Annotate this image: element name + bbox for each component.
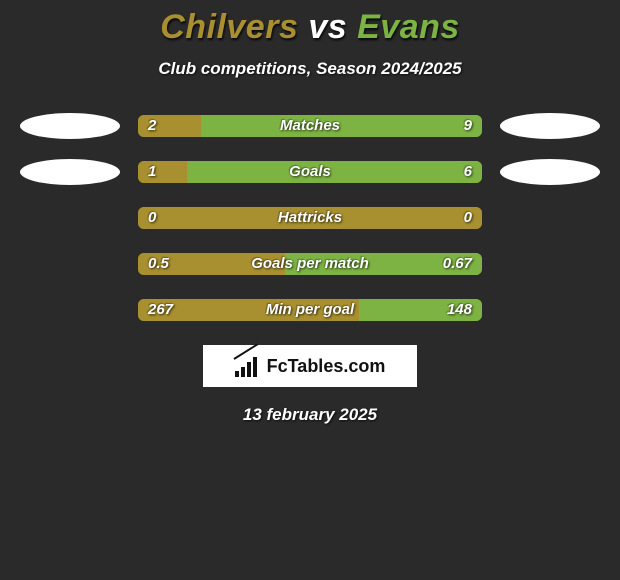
stat-label: Goals <box>289 161 331 183</box>
stat-value-right: 9 <box>454 115 482 137</box>
stat-label: Matches <box>280 115 340 137</box>
logo-box[interactable]: FcTables.com <box>203 345 417 387</box>
vs-label: vs <box>308 8 347 46</box>
page-title: Chilvers vs Evans <box>0 0 620 47</box>
player2-name: Evans <box>357 8 460 46</box>
player1-name: Chilvers <box>160 8 298 46</box>
spacer <box>20 251 120 277</box>
stat-row: 0 0 Hattricks <box>0 207 620 229</box>
subtitle: Club competitions, Season 2024/2025 <box>0 59 620 79</box>
spacer <box>20 205 120 231</box>
stat-value-left: 267 <box>138 299 183 321</box>
spacer <box>500 297 600 323</box>
stat-value-right: 6 <box>454 161 482 183</box>
stat-value-right: 0 <box>454 207 482 229</box>
bar-right <box>201 115 482 137</box>
spacer <box>500 205 600 231</box>
spacer <box>500 251 600 277</box>
spacer <box>20 297 120 323</box>
stat-row: 267 148 Min per goal <box>0 299 620 321</box>
stat-row: 0.5 0.67 Goals per match <box>0 253 620 275</box>
stat-label: Min per goal <box>266 299 354 321</box>
comparison-card: Chilvers vs Evans Club competitions, Sea… <box>0 0 620 580</box>
stat-value-left: 1 <box>138 161 166 183</box>
stat-bar: 2 9 Matches <box>138 115 482 137</box>
stat-bar: 0 0 Hattricks <box>138 207 482 229</box>
logo-text: FcTables.com <box>267 356 386 377</box>
stat-value-left: 0 <box>138 207 166 229</box>
stats-container: 2 9 Matches 1 6 Goals 0 0 Hattricks 0.5 0.67 Goals … <box>0 115 620 321</box>
team-marker-left <box>20 159 120 185</box>
stat-bar: 0.5 0.67 Goals per match <box>138 253 482 275</box>
stat-value-right: 148 <box>437 299 482 321</box>
stat-value-left: 2 <box>138 115 166 137</box>
team-marker-left <box>20 113 120 139</box>
stat-bar: 267 148 Min per goal <box>138 299 482 321</box>
stat-bar: 1 6 Goals <box>138 161 482 183</box>
stat-value-left: 0.5 <box>138 253 179 275</box>
team-marker-right <box>500 159 600 185</box>
stat-row: 2 9 Matches <box>0 115 620 137</box>
bar-right <box>187 161 482 183</box>
stat-label: Hattricks <box>278 207 342 229</box>
stat-value-right: 0.67 <box>433 253 482 275</box>
stat-label: Goals per match <box>251 253 369 275</box>
date-label: 13 february 2025 <box>0 405 620 425</box>
stat-row: 1 6 Goals <box>0 161 620 183</box>
chart-icon <box>235 355 261 377</box>
team-marker-right <box>500 113 600 139</box>
